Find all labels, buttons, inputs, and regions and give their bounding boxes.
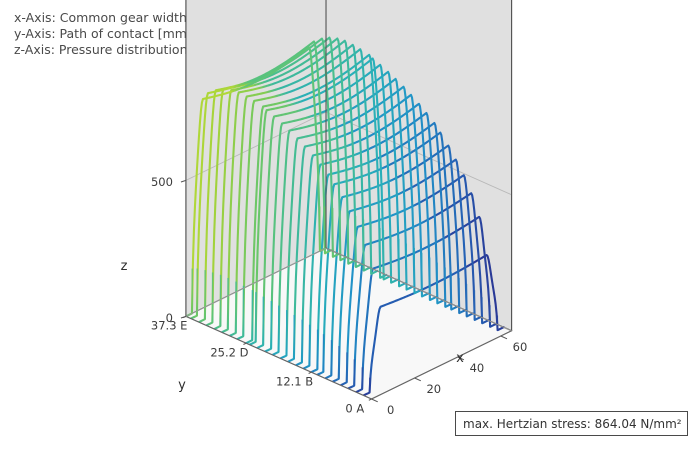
caption-line-x: x-Axis: Common gear width [mm] — [14, 10, 225, 25]
axis-tickmarks — [180, 179, 508, 403]
pressure-curve — [302, 111, 445, 370]
axis-tick-label: 25.2 D — [210, 346, 248, 360]
pressure-curve — [185, 46, 328, 318]
pressure-curve — [362, 254, 505, 397]
pressure-curve — [331, 158, 474, 383]
max-stress-text: max. Hertzian stress: 864.04 N/mm² — [463, 416, 682, 431]
axis-tick-label: 20 — [426, 382, 441, 396]
axis-tick-label: 40 — [470, 361, 485, 375]
axis-label-x: x — [456, 351, 464, 366]
axis-tick-label: 60 — [513, 340, 528, 354]
pressure-curve — [271, 77, 414, 356]
plot-box-edges — [185, 0, 513, 400]
caption-line-y: y-Axis: Path of contact [mm] — [14, 26, 192, 41]
axis-tick-label: 12.1 B — [276, 375, 313, 389]
axis-tick-label: 0 A — [345, 401, 364, 415]
axis-tick-label: 0 — [166, 311, 173, 325]
pressure-curve — [286, 93, 430, 363]
pressure-curve — [189, 40, 333, 320]
axis-label-y: y — [178, 378, 186, 393]
pressure-curve-group — [185, 36, 505, 397]
max-stress-annotation: max. Hertzian stress: 864.04 N/mm² — [455, 411, 688, 436]
axis-tick-label: 0 — [387, 403, 394, 417]
axis-tick-label: 37.3 E — [151, 319, 188, 333]
axis-tick-label: 500 — [151, 175, 173, 189]
axis-label-z: z — [121, 259, 128, 274]
